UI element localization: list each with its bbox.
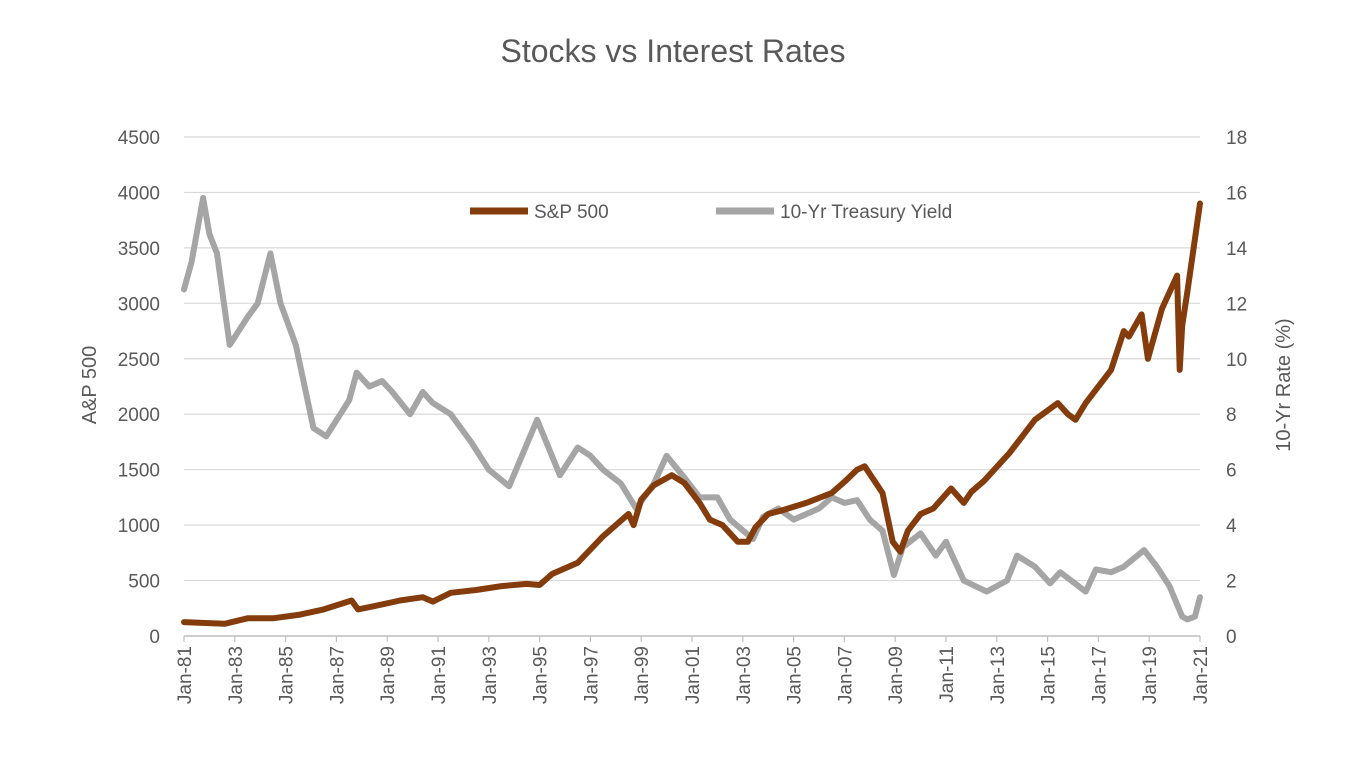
left-tick-label: 1000 (118, 516, 160, 537)
x-tick-label: Jan-81 (175, 646, 196, 704)
x-tick-label: Jan-01 (683, 646, 704, 704)
x-tick-label: Jan-91 (429, 646, 450, 704)
series-line-sp500 (181, 200, 1203, 627)
left-tick-label: 1500 (118, 461, 160, 482)
right-tick-label: 4 (1226, 516, 1237, 537)
x-tick-label: Jan-13 (988, 646, 1009, 704)
x-tick-label: Jan-19 (1140, 646, 1161, 704)
right-tick-label: 10 (1226, 350, 1247, 371)
left-axis-title: A&P 500 (79, 346, 101, 425)
right-tick-label: 8 (1226, 405, 1237, 426)
right-axis-title: 10-Yr Rate (%) (1273, 318, 1295, 451)
x-tick-label: Jan-97 (581, 646, 602, 704)
x-tick-label: Jan-09 (886, 646, 907, 704)
right-tick-label: 16 (1226, 183, 1247, 204)
x-tick-label: Jan-21 (1191, 646, 1212, 704)
x-tick-label: Jan-85 (277, 646, 298, 704)
right-tick-label: 0 (1226, 627, 1237, 648)
right-tick-label: 14 (1226, 239, 1248, 260)
x-tick-label: Jan-15 (1039, 646, 1060, 704)
left-tick-label: 4000 (118, 183, 160, 204)
x-tick-label: Jan-17 (1089, 646, 1110, 704)
left-tick-label: 2000 (118, 405, 160, 426)
right-tick-label: 2 (1226, 572, 1237, 593)
right-tick-label: 6 (1226, 461, 1237, 482)
series-layer (181, 195, 1203, 627)
x-tick-label: Jan-99 (632, 646, 653, 704)
chart-title: Stocks vs Interest Rates (500, 33, 845, 69)
x-tick-label: Jan-05 (785, 646, 806, 704)
left-tick-label: 3500 (118, 239, 160, 260)
legend: S&P 500 10-Yr Treasury Yield (470, 202, 952, 223)
x-tick-label: Jan-87 (327, 646, 348, 704)
x-tick-label: Jan-89 (378, 646, 399, 704)
right-tick-label: 18 (1226, 128, 1247, 149)
x-tick-label: Jan-83 (226, 646, 247, 704)
legend-label-treasury-yield: 10-Yr Treasury Yield (780, 202, 952, 223)
left-tick-label: 0 (149, 627, 160, 648)
gridlines (184, 136, 1200, 637)
left-tick-label: 4500 (118, 128, 160, 149)
legend-label-sp500: S&P 500 (534, 202, 609, 223)
series-line-treasury-yield (181, 195, 1203, 623)
right-tick-label: 12 (1226, 294, 1247, 315)
x-axis: Jan-81 Jan-83 Jan-85 Jan-87 Jan-89 Jan-91 Jan-… (175, 635, 1212, 704)
left-axis: 0 500 1000 1500 2000 2500 3000 3500 4000 4500 (118, 128, 160, 648)
x-tick-label: Jan-93 (480, 646, 501, 704)
x-tick-label: Jan-03 (734, 646, 755, 704)
right-axis: 0 2 4 6 8 10 12 14 16 18 (1226, 128, 1248, 648)
x-tick-label: Jan-95 (531, 646, 552, 704)
left-tick-label: 3000 (118, 294, 160, 315)
x-tick-label: Jan-07 (835, 646, 856, 704)
left-tick-label: 2500 (118, 350, 160, 371)
x-tick-label: Jan-11 (937, 646, 958, 703)
left-tick-label: 500 (128, 572, 160, 593)
